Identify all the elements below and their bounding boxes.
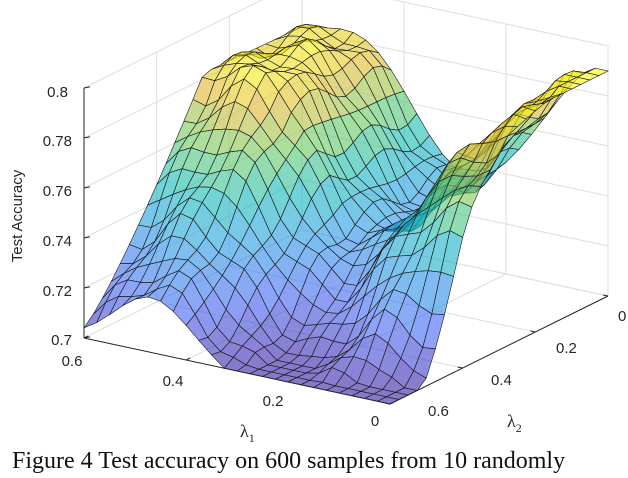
grid-line [83,0,263,89]
x-tick [185,357,191,361]
z-tick [83,236,91,239]
z-tick-label-0.74: 0.74 [43,233,72,250]
x-axis-label-subscript: 1 [249,431,255,445]
z-tick-label-0.76: 0.76 [43,183,72,200]
y-tick-label-0: 0 [618,308,626,325]
x-axis-line [83,337,391,405]
x-tick-label-0.6: 0.6 [62,353,83,370]
y-tick [602,294,609,297]
z-tick-label-0.72: 0.72 [43,283,72,300]
z-tick [83,136,91,139]
figure-caption: Figure 4 Test accuracy on 600 samples fr… [12,448,566,474]
y-axis-line [389,295,609,405]
z-tick-label-0.78: 0.78 [43,133,72,150]
y-tick [530,330,536,333]
axes-frame [83,86,609,405]
y-tick [457,366,463,369]
x-tick [389,401,395,405]
z-tick [83,286,91,289]
x-tick [83,335,89,339]
z-tick [83,186,91,189]
z-tick-label-0.8: 0.8 [47,84,68,101]
y-tick-label-0.6: 0.6 [428,403,449,420]
z-tick [83,86,91,89]
x-tick [287,379,293,383]
y-tick [384,402,391,405]
x-tick-label-0: 0 [371,413,379,430]
y-tick-label-0.4: 0.4 [491,372,512,389]
accuracy-surface [83,23,609,405]
x-tick-label-0.4: 0.4 [163,373,184,390]
x-axis-label: λ1 [240,421,255,445]
grid-line [392,0,609,47]
x-axis-label-symbol: λ [240,421,249,441]
y-axis-label-symbol: λ [507,411,516,431]
y-tick-label-0.2: 0.2 [556,340,577,357]
x-tick-label-0.2: 0.2 [263,393,284,410]
y-axis-label-subscript: 2 [516,421,522,435]
z-axis-label: Test Accuracy [9,169,26,262]
z-tick-label-0.7: 0.7 [51,332,72,349]
y-axis-label: λ2 [507,411,522,435]
